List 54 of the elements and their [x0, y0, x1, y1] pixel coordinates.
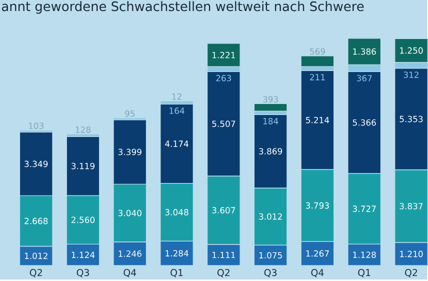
- data-label: 184: [263, 118, 278, 125]
- x-tick-label: Q4: [311, 269, 324, 278]
- data-label: 3.119: [72, 163, 95, 170]
- data-label: 3.869: [259, 148, 282, 155]
- x-tick-label: Q2: [217, 269, 230, 278]
- data-label: 1.246: [118, 250, 142, 258]
- data-label: 95: [125, 110, 135, 117]
- data-label: 312: [404, 72, 418, 78]
- data-label: 3.607: [212, 207, 236, 214]
- x-tick-label: Q3: [264, 269, 277, 278]
- x-tick-label: Q2: [30, 269, 42, 278]
- data-label: 1.124: [72, 252, 95, 258]
- data-label: 5.507: [212, 120, 236, 128]
- data-label: 3.048: [165, 209, 188, 216]
- bar: [254, 104, 288, 112]
- data-label: 3.399: [118, 149, 142, 156]
- data-label: 1.386: [353, 48, 376, 55]
- data-label: 1.210: [400, 251, 423, 258]
- data-label: 3.793: [306, 202, 329, 209]
- data-label: 3.837: [400, 203, 423, 210]
- data-label: 1.267: [306, 250, 329, 257]
- data-label: 164: [170, 108, 184, 114]
- data-label: 4.174: [165, 140, 188, 148]
- data-label: 569: [310, 48, 325, 55]
- data-label: 2.560: [72, 216, 95, 224]
- data-label: 12: [172, 94, 182, 100]
- x-tick-label: Q1: [170, 269, 183, 278]
- x-tick-label: Q1: [358, 269, 370, 278]
- data-label: 3.012: [259, 214, 282, 220]
- data-label: 3.727: [352, 206, 376, 212]
- data-label: 1.250: [400, 48, 423, 54]
- data-label: 128: [76, 126, 90, 134]
- data-label: 1.221: [212, 52, 235, 58]
- data-label: 5.366: [352, 120, 376, 126]
- data-label: 2.668: [24, 218, 48, 224]
- data-label: 1.128: [353, 252, 376, 258]
- data-label: 263: [216, 75, 232, 82]
- chart-title: annt gewordene Schwachstellen weltweit nach Schwere: [2, 1, 364, 14]
- x-tick-label: Q2: [405, 269, 418, 278]
- data-label: 211: [310, 74, 325, 80]
- data-label: 5.353: [400, 116, 423, 122]
- data-label: 1.284: [166, 250, 188, 257]
- x-tick-label: Q3: [76, 269, 89, 278]
- data-label: 1.075: [259, 252, 282, 259]
- data-label: 393: [263, 96, 278, 103]
- x-tick-label: Q4: [124, 269, 136, 278]
- data-label: 1.012: [24, 252, 48, 260]
- bar: [300, 56, 334, 68]
- data-label: 367: [356, 75, 372, 82]
- data-label: 5.214: [306, 117, 330, 124]
- data-label: 3.040: [118, 210, 142, 216]
- data-label: 103: [28, 122, 44, 130]
- data-label: 3.349: [24, 160, 48, 168]
- data-label: 1.111: [212, 252, 235, 258]
